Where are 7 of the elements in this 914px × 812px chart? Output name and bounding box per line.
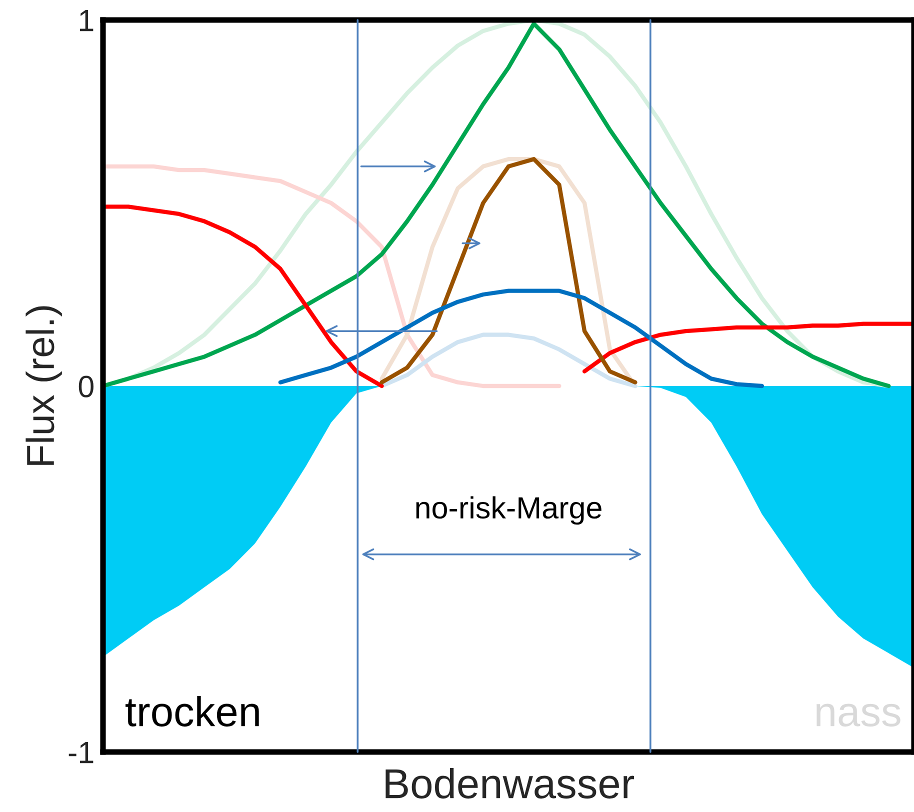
annotation: trocken [126, 696, 259, 727]
y-axis-title: Flux (rel.) [26, 306, 62, 465]
y-tick-label: 0 [78, 376, 94, 398]
annotation: no-risk-Marge [416, 496, 602, 525]
y-tick-label: 1 [80, 10, 94, 32]
x-axis-title: Bodenwasser [386, 768, 634, 799]
y-tick-label: -1 [68, 742, 94, 764]
